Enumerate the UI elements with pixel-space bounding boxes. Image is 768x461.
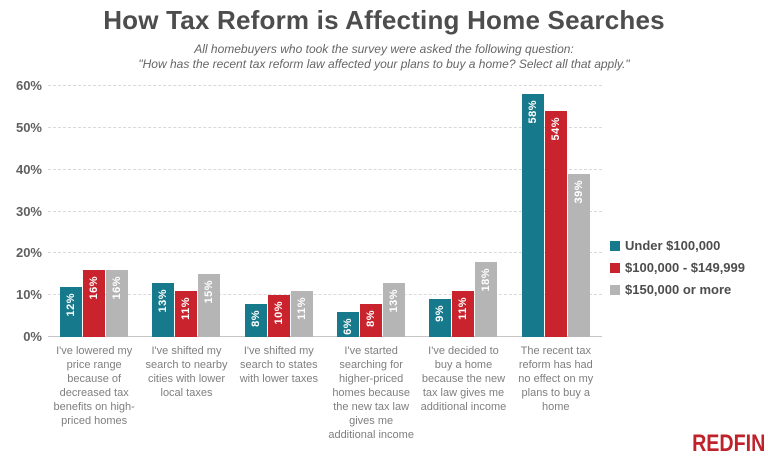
gridline [48, 168, 602, 170]
legend: Under $100,000 $100,000 - $149,999 $150,00… [610, 238, 745, 297]
bar-value-label: 8% [365, 309, 378, 327]
bar: 10% [267, 295, 290, 337]
legend-swatch [610, 284, 620, 295]
chart-title: How Tax Reform is Affecting Home Searche… [103, 5, 665, 35]
bar-group: 12% 16% 16% [48, 86, 140, 337]
chart-subtitle-line2: "How has the recent tax reform law affec… [138, 57, 630, 71]
gridline [48, 85, 602, 86]
bar-group: 6% 8% 13% [325, 86, 417, 337]
y-axis-tick-label: 40% [15, 161, 42, 177]
legend-swatch [610, 262, 620, 273]
bar-value-label: 11% [457, 296, 470, 320]
y-axis-tick-label: 10% [15, 287, 42, 303]
bar-value-label: 58% [526, 100, 539, 124]
bar-value-label: 6% [342, 317, 355, 335]
legend-label: Under $100,000 [625, 238, 721, 253]
x-axis-category-label: The recent tax reform has had no effect … [518, 345, 594, 414]
legend-label: $100,000 - $149,999 [625, 260, 745, 275]
gridline [48, 210, 602, 212]
bar: 54% [544, 111, 567, 337]
gridline [48, 126, 602, 128]
plot-area: 12% 16% 16% 13% 11% 15% 8% 10% 11% 6% 8% 13% 9% 11% 18… [48, 85, 602, 337]
x-axis-category-label: I've shifted my search to nearby cities … [145, 345, 228, 400]
bar-value-label: 8% [249, 309, 262, 327]
bar: 9% [429, 299, 452, 337]
x-axis-category-label: I've started searching for higher-priced… [328, 345, 414, 442]
bar-value-label: 15% [203, 280, 216, 304]
bar-group: 13% 11% 15% [140, 86, 232, 337]
y-axis-tick-label: 50% [15, 119, 42, 135]
bar-value-label: 9% [434, 305, 447, 323]
bar: 13% [383, 282, 406, 337]
legend-label: $150,000 or more [625, 282, 732, 297]
bar: 18% [475, 261, 498, 337]
gridline [48, 294, 602, 296]
bar: 58% [521, 94, 544, 337]
chart-subtitle-line1: All homebuyers who took the survey were … [194, 42, 574, 56]
y-axis-tick-label: 30% [15, 203, 42, 219]
bar-groups: 12% 16% 16% 13% 11% 15% 8% 10% 11% 6% 8% 13% 9% 11% 18… [48, 86, 602, 337]
gridline [48, 252, 602, 254]
y-axis-tick-label: 0% [23, 329, 42, 344]
y-axis-tick-label: 60% [15, 78, 42, 93]
bar: 12% [60, 286, 83, 337]
bar-value-label: 18% [480, 267, 493, 292]
redfin-logo: REDFIN [691, 430, 765, 457]
bar-value-label: 12% [65, 292, 78, 317]
legend-item: $100,000 - $149,999 [610, 260, 745, 275]
bar: 6% [337, 311, 360, 337]
bar-group: 8% 10% 11% [233, 86, 325, 337]
x-axis-category-label: I've lowered my price range because of d… [53, 345, 135, 428]
bar: 16% [83, 270, 106, 337]
y-axis-tick-label: 20% [15, 245, 42, 261]
bar-group: 58% 54% 39% [510, 86, 602, 337]
legend-swatch [610, 240, 620, 251]
bar-value-label: 13% [157, 288, 170, 313]
x-axis-category-label: I've decided to buy a home because the n… [420, 345, 507, 414]
bar: 15% [198, 274, 221, 337]
bar: 8% [244, 303, 267, 337]
bar-group: 9% 11% 18% [417, 86, 509, 337]
bar-value-label: 10% [272, 301, 285, 325]
bar: 11% [452, 290, 475, 337]
bar: 11% [290, 290, 313, 337]
bar-value-label: 11% [180, 296, 193, 320]
bar-value-label: 16% [88, 276, 101, 300]
bar-value-label: 39% [572, 179, 585, 204]
bar: 11% [175, 290, 198, 337]
bar-value-label: 16% [111, 276, 124, 300]
bar: 8% [360, 303, 383, 337]
x-axis-category-label: I've shifted my search to states with lo… [239, 345, 318, 386]
bar: 16% [106, 270, 129, 337]
bar: 13% [152, 282, 175, 337]
y-axis: 0% 10% 20% 30% 40% 50% 60% [0, 78, 42, 344]
bar-value-label: 54% [549, 117, 562, 141]
bar-value-label: 11% [295, 296, 308, 320]
bar: 39% [567, 173, 590, 337]
bar-value-label: 13% [388, 288, 401, 313]
x-axis-labels: I've lowered my price range because of d… [48, 344, 602, 443]
legend-item: Under $100,000 [610, 238, 745, 253]
gridline [48, 336, 602, 337]
legend-item: $150,000 or more [610, 282, 745, 297]
